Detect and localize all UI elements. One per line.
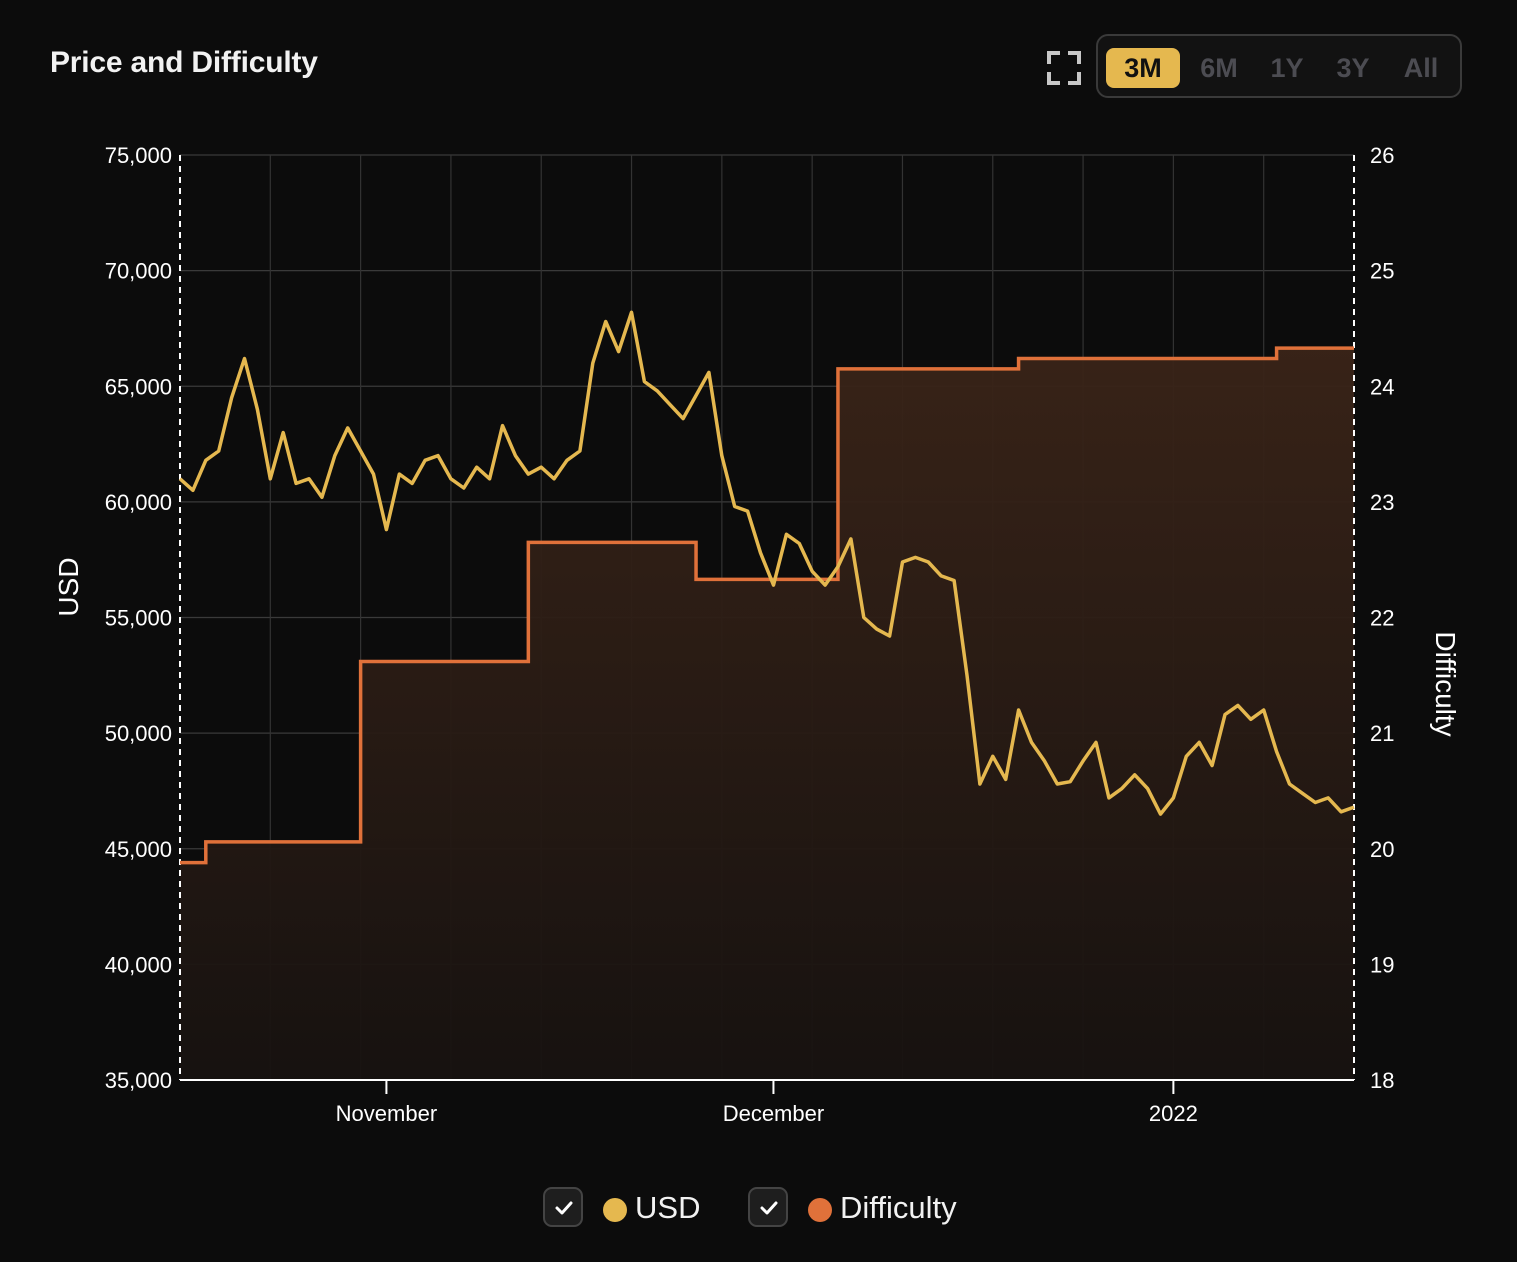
chart-title: Price and Difficulty: [50, 46, 318, 79]
check-icon: [555, 1201, 573, 1215]
left-tick-label: 60,000: [105, 490, 172, 515]
left-axis-label: USD: [53, 557, 84, 616]
x-tick-label: 2022: [1149, 1101, 1198, 1126]
right-tick-label: 24: [1370, 374, 1394, 399]
right-tick-label: 20: [1370, 837, 1394, 862]
left-tick-label: 55,000: [105, 606, 172, 631]
right-tick-label: 22: [1370, 606, 1394, 631]
right-tick-label: 21: [1370, 721, 1394, 746]
right-tick-label: 26: [1370, 143, 1394, 168]
legend: USD Difficulty: [0, 1187, 1517, 1231]
right-tick-label: 23: [1370, 490, 1394, 515]
difficulty-color-dot: [808, 1198, 832, 1222]
x-tick-label: November: [336, 1101, 437, 1126]
x-tick-label: December: [723, 1101, 824, 1126]
right-tick-label: 25: [1370, 259, 1394, 284]
check-icon: [760, 1201, 778, 1215]
usd-toggle-checkbox[interactable]: [543, 1187, 583, 1227]
range-3y-button[interactable]: 3Y: [1336, 53, 1370, 83]
usd-series-line: [178, 310, 1355, 816]
axes: [179, 155, 1355, 1081]
legend-label-usd: USD: [635, 1190, 701, 1225]
left-axis-ticks: 35,000 40,000 45,000 50,000 55,000 60,000 65,0…: [105, 143, 172, 1093]
left-tick-label: 50,000: [105, 721, 172, 746]
usd-color-dot: [603, 1198, 627, 1222]
right-axis-ticks: 18 19 20 21 22 23 24 25 26: [1370, 143, 1394, 1093]
legend-item-difficulty[interactable]: Difficulty: [748, 1187, 978, 1231]
right-tick-label: 19: [1370, 952, 1394, 977]
difficulty-area: [180, 348, 1354, 1080]
left-tick-label: 65,000: [105, 374, 172, 399]
time-range-selector: 3M 6M 1Y 3Y All: [1096, 34, 1462, 98]
right-tick-label: 18: [1370, 1068, 1394, 1093]
difficulty-series-line: [180, 346, 1354, 865]
legend-item-usd[interactable]: USD: [543, 1187, 703, 1231]
range-3m-button[interactable]: 3M: [1106, 48, 1180, 88]
left-tick-label: 75,000: [105, 143, 172, 168]
legend-label-difficulty: Difficulty: [840, 1190, 957, 1225]
left-tick-label: 35,000: [105, 1068, 172, 1093]
expand-icon: [1047, 51, 1081, 85]
difficulty-toggle-checkbox[interactable]: [748, 1187, 788, 1227]
right-axis-label: Difficulty: [1430, 631, 1461, 736]
range-6m-button[interactable]: 6M: [1200, 53, 1238, 83]
left-tick-label: 45,000: [105, 837, 172, 862]
left-tick-label: 70,000: [105, 259, 172, 284]
range-all-button[interactable]: All: [1403, 53, 1439, 83]
fullscreen-button[interactable]: [1044, 48, 1084, 88]
x-axis-ticks: November December 2022: [336, 1080, 1198, 1126]
left-tick-label: 40,000: [105, 952, 172, 977]
range-1y-button[interactable]: 1Y: [1270, 53, 1304, 83]
